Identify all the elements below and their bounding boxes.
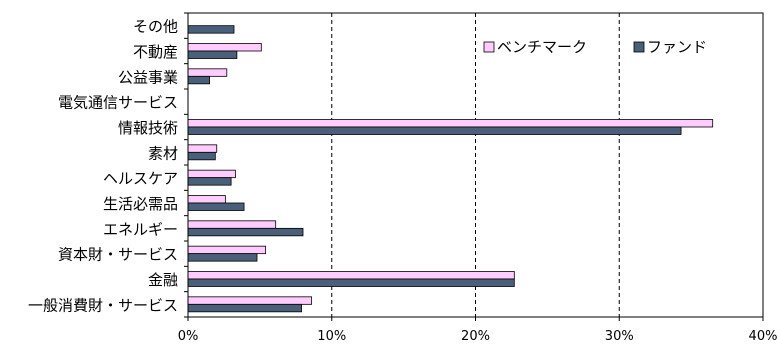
y-axis-ticks bbox=[184, 12, 188, 318]
x-tick-label: 10% bbox=[317, 329, 346, 344]
legend-label-benchmark: ベンチマーク bbox=[497, 38, 587, 56]
x-tick-label: 30% bbox=[605, 329, 634, 344]
bar-fund-10 bbox=[187, 278, 515, 287]
bar-fund-5 bbox=[187, 151, 216, 161]
legend-swatch-benchmark bbox=[483, 41, 495, 53]
legend-swatch-fund bbox=[633, 41, 645, 53]
bar-fund-9 bbox=[187, 253, 258, 262]
bar-benchmark-4 bbox=[187, 119, 714, 128]
x-tick-label: 0% bbox=[178, 329, 199, 344]
bar-fund-7 bbox=[187, 202, 245, 211]
bar-fund-8 bbox=[187, 227, 304, 237]
bar-benchmark-5 bbox=[187, 144, 218, 153]
bar-fund-6 bbox=[187, 177, 232, 186]
category-label: 不動産 bbox=[133, 43, 178, 61]
category-label: ヘルスケア bbox=[103, 170, 178, 188]
bar-benchmark-7 bbox=[187, 195, 226, 204]
bar-benchmark-9 bbox=[187, 245, 267, 255]
x-tick-labels: 0% 10% 20% 30% 40% bbox=[178, 329, 777, 344]
category-label: 公益事業 bbox=[118, 68, 178, 86]
bar-fund-11 bbox=[187, 303, 302, 313]
bar-benchmark-2 bbox=[187, 68, 228, 77]
category-label: 素材 bbox=[148, 144, 178, 162]
bar-benchmark-11 bbox=[187, 296, 313, 305]
bar-benchmark-6 bbox=[187, 169, 236, 179]
bar-fund-2 bbox=[187, 75, 210, 85]
bars bbox=[187, 25, 714, 313]
gridlines bbox=[331, 13, 620, 317]
category-label: 一般消費財・サービス bbox=[28, 296, 178, 314]
category-labels: その他不動産公益事業電気通信サービス情報技術素材ヘルスケア生活必需品エネルギー資… bbox=[28, 18, 178, 315]
bar-benchmark-1 bbox=[187, 43, 262, 52]
legend: ベンチマーク ファンド bbox=[483, 38, 707, 56]
x-tick-label: 40% bbox=[749, 329, 777, 344]
x-axis-ticks bbox=[187, 317, 764, 321]
bar-fund-1 bbox=[187, 50, 238, 59]
bar-fund-4 bbox=[187, 126, 682, 135]
x-tick-label: 20% bbox=[461, 329, 490, 344]
category-label: 電気通信サービス bbox=[58, 94, 178, 112]
bar-benchmark-8 bbox=[187, 220, 277, 229]
bar-benchmark-10 bbox=[187, 271, 515, 280]
category-label: 金融 bbox=[148, 271, 178, 289]
category-label: その他 bbox=[133, 18, 178, 36]
legend-label-fund: ファンド bbox=[647, 38, 707, 56]
category-label: エネルギー bbox=[103, 220, 178, 238]
category-label: 情報技術 bbox=[118, 119, 178, 137]
bar-fund-0 bbox=[187, 25, 235, 34]
category-label: 生活必需品 bbox=[103, 195, 178, 213]
category-label: 資本財・サービス bbox=[58, 246, 178, 264]
